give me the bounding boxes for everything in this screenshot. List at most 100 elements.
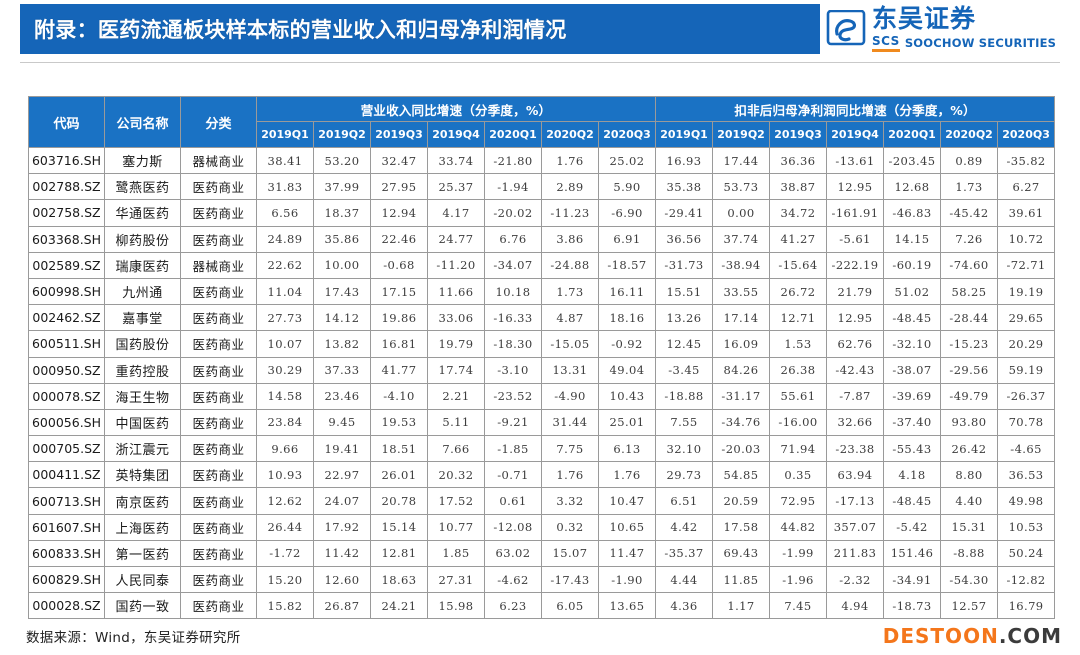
cell-stock-code: 600056.SH — [28, 408, 105, 437]
quarter-header-rev-2020q3: 2020Q3 — [597, 121, 657, 148]
cell-profit-growth-2020q2: -45.42 — [940, 199, 999, 227]
cell-profit-growth-2020q1: 12.68 — [883, 173, 942, 201]
table-row: 600998.SH 九州通 医药商业 11.04 17.43 17.15 11.66 10.1… — [28, 277, 1056, 306]
cell-profit-growth-2019q2: 0.00 — [712, 199, 771, 227]
cell-profit-growth-2020q2: 15.31 — [940, 513, 999, 541]
cell-profit-growth-2020q3: 36.53 — [997, 461, 1056, 489]
cell-company-name: 塞力斯 — [104, 146, 181, 175]
cell-revenue-growth-2019q2: 11.42 — [313, 539, 371, 568]
cell-revenue-growth-2020q1: -12.08 — [484, 513, 542, 541]
cell-profit-growth-2019q3: 12.71 — [769, 304, 828, 332]
cell-revenue-growth-2020q3: 11.47 — [597, 539, 657, 568]
page-title: 附录：医药流通板块样本标的营业收入和归母净利润情况 — [34, 18, 567, 42]
cell-revenue-growth-2019q3: 17.15 — [370, 277, 428, 306]
cell-revenue-growth-2020q3: 25.01 — [597, 408, 657, 437]
cell-profit-growth-2019q2: 17.14 — [712, 304, 771, 332]
cell-revenue-growth-2019q3: 22.46 — [370, 225, 428, 253]
cell-revenue-growth-2020q1: -1.94 — [484, 173, 542, 201]
cell-company-name: 国药股份 — [104, 330, 181, 358]
cell-revenue-growth-2019q3: 19.53 — [370, 408, 428, 437]
cell-revenue-growth-2019q4: 2.21 — [427, 382, 485, 410]
cell-profit-growth-2019q2: -20.03 — [712, 435, 771, 463]
cell-stock-code: 002462.SZ — [28, 304, 105, 332]
cell-profit-growth-2020q2: -15.23 — [940, 330, 999, 358]
cell-revenue-growth-2019q4: 33.06 — [427, 304, 485, 332]
cell-revenue-growth-2019q3: 20.78 — [370, 487, 428, 515]
cell-stock-code: 002758.SZ — [28, 199, 105, 227]
table-row: 000705.SZ 浙江震元 医药商业 9.66 19.41 18.51 7.66 -1.85… — [28, 435, 1056, 463]
cell-revenue-growth-2020q2: 7.75 — [541, 435, 599, 463]
cell-revenue-growth-2020q2: -15.05 — [541, 330, 599, 358]
cell-profit-growth-2019q1: 12.45 — [655, 330, 714, 358]
cell-profit-growth-2019q4: 32.66 — [826, 408, 885, 437]
cell-profit-growth-2019q3: 71.94 — [769, 435, 828, 463]
cell-profit-growth-2019q4: -161.91 — [826, 199, 885, 227]
cell-profit-growth-2019q4: 4.94 — [826, 592, 885, 620]
cell-profit-growth-2020q3: -72.71 — [997, 251, 1056, 279]
cell-revenue-growth-2019q3: 24.21 — [370, 592, 428, 620]
cell-company-name: 中国医药 — [104, 408, 181, 437]
cell-profit-growth-2019q2: -34.76 — [712, 408, 771, 437]
cell-revenue-growth-2020q1: -21.80 — [484, 146, 542, 175]
cell-profit-growth-2020q1: 51.02 — [883, 277, 942, 306]
table-row: 002758.SZ 华通医药 医药商业 6.56 18.37 12.94 4.17 -20.0… — [28, 199, 1056, 227]
cell-revenue-growth-2019q1: 10.07 — [256, 330, 314, 358]
cell-revenue-growth-2019q4: 25.37 — [427, 173, 485, 201]
cell-revenue-growth-2020q3: -18.57 — [597, 251, 657, 279]
cell-profit-growth-2020q3: 39.61 — [997, 199, 1056, 227]
cell-revenue-growth-2020q1: -9.21 — [484, 408, 542, 437]
company-logo: 东吴证券 SCS SOOCHOW SECURITIES — [820, 4, 1060, 54]
cell-profit-growth-2019q3: -15.64 — [769, 251, 828, 279]
cell-category: 医药商业 — [180, 539, 257, 568]
cell-stock-code: 000705.SZ — [28, 435, 105, 463]
cell-profit-growth-2019q3: -1.96 — [769, 565, 828, 594]
table-header: 代码 公司名称 分类 营业收入同比增速（分季度，%） 扣非后归母净利润同比增速（… — [28, 96, 1056, 148]
cell-revenue-growth-2019q1: -1.72 — [256, 539, 314, 568]
data-table-container: 代码 公司名称 分类 营业收入同比增速（分季度，%） 扣非后归母净利润同比增速（… — [28, 96, 1056, 620]
cell-category: 医药商业 — [180, 592, 257, 620]
cell-revenue-growth-2019q1: 14.58 — [256, 382, 314, 410]
cell-profit-growth-2020q3: 29.65 — [997, 304, 1056, 332]
cell-revenue-growth-2019q3: 41.77 — [370, 356, 428, 384]
cell-profit-growth-2020q1: -38.07 — [883, 356, 942, 384]
cell-profit-growth-2020q3: 16.79 — [997, 592, 1056, 620]
cell-revenue-growth-2019q1: 12.62 — [256, 487, 314, 515]
cell-revenue-growth-2019q2: 37.99 — [313, 173, 371, 201]
source-note: 数据来源：Wind，东吴证券研究所 — [26, 630, 241, 646]
cell-revenue-growth-2019q1: 27.73 — [256, 304, 314, 332]
cell-profit-growth-2020q2: 8.80 — [940, 461, 999, 489]
cell-company-name: 柳药股份 — [104, 225, 181, 253]
cell-revenue-growth-2020q2: 6.05 — [541, 592, 599, 620]
cell-revenue-growth-2019q4: 1.85 — [427, 539, 485, 568]
cell-profit-growth-2019q1: -3.45 — [655, 356, 714, 384]
cell-revenue-growth-2020q1: -18.30 — [484, 330, 542, 358]
cell-profit-growth-2020q2: 1.73 — [940, 173, 999, 201]
cell-profit-growth-2019q2: 17.44 — [712, 146, 771, 175]
cell-company-name: 瑞康医药 — [104, 251, 181, 279]
cell-revenue-growth-2020q2: 31.44 — [541, 408, 599, 437]
cell-revenue-growth-2020q1: -0.71 — [484, 461, 542, 489]
cell-revenue-growth-2020q1: -1.85 — [484, 435, 542, 463]
cell-profit-growth-2019q1: 4.42 — [655, 513, 714, 541]
cell-category: 器械商业 — [180, 146, 257, 175]
table-row: 603368.SH 柳药股份 医药商业 24.89 35.86 22.46 24.77 6.7… — [28, 225, 1056, 253]
cell-revenue-growth-2020q2: -4.90 — [541, 382, 599, 410]
cell-profit-growth-2019q3: 1.53 — [769, 330, 828, 358]
cell-profit-growth-2020q3: 19.19 — [997, 277, 1056, 306]
quarter-header-rev-2019q1: 2019Q1 — [256, 121, 314, 148]
cell-profit-growth-2019q1: 4.44 — [655, 565, 714, 594]
cell-revenue-growth-2020q2: 3.86 — [541, 225, 599, 253]
cell-stock-code: 000411.SZ — [28, 461, 105, 489]
cell-revenue-growth-2019q2: 18.37 — [313, 199, 371, 227]
cell-profit-growth-2020q1: -39.69 — [883, 382, 942, 410]
cell-profit-growth-2020q2: -74.60 — [940, 251, 999, 279]
cell-revenue-growth-2019q4: 24.77 — [427, 225, 485, 253]
cell-revenue-growth-2020q3: 10.47 — [597, 487, 657, 515]
cell-category: 医药商业 — [180, 199, 257, 227]
cell-company-name: 英特集团 — [104, 461, 181, 489]
cell-profit-growth-2019q1: 4.36 — [655, 592, 714, 620]
cell-revenue-growth-2020q3: 13.65 — [597, 592, 657, 620]
quarter-header-rev-2020q2: 2020Q2 — [541, 121, 599, 148]
cell-profit-growth-2020q2: 7.26 — [940, 225, 999, 253]
cell-revenue-growth-2019q4: 15.98 — [427, 592, 485, 620]
